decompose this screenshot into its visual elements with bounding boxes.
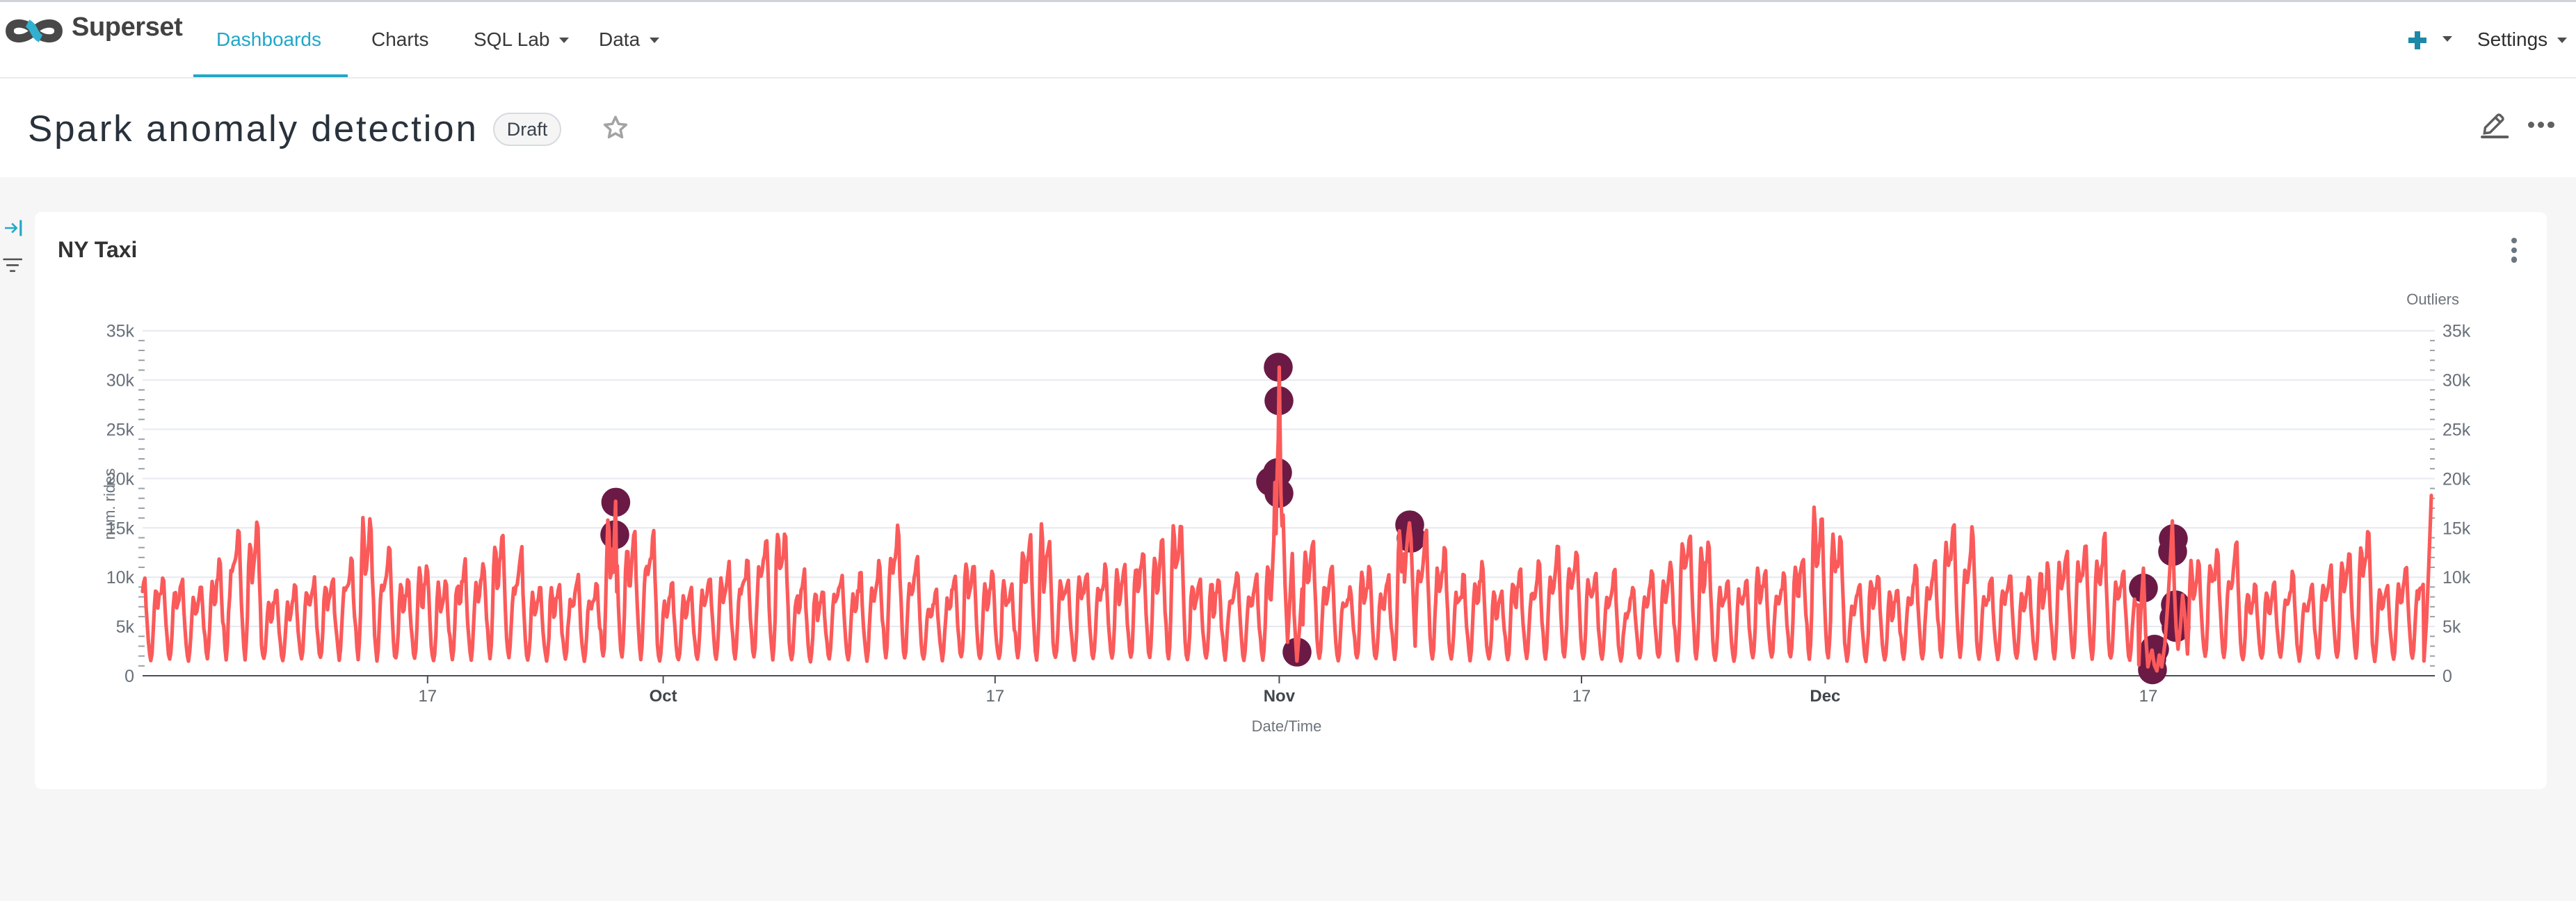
svg-text:10k: 10k xyxy=(2442,568,2471,587)
svg-text:Nov: Nov xyxy=(1264,687,1296,706)
svg-text:25k: 25k xyxy=(106,421,135,440)
svg-text:30k: 30k xyxy=(2442,371,2471,391)
svg-text:25k: 25k xyxy=(2442,421,2471,440)
svg-text:Dec: Dec xyxy=(1810,687,1840,706)
svg-text:15k: 15k xyxy=(2442,519,2471,538)
svg-text:35k: 35k xyxy=(106,322,135,341)
svg-text:17: 17 xyxy=(985,687,1004,706)
svg-text:15k: 15k xyxy=(106,519,135,538)
svg-text:num. rides: num. rides xyxy=(101,469,118,540)
svg-text:17: 17 xyxy=(418,687,437,706)
svg-text:30k: 30k xyxy=(106,371,135,391)
svg-text:Date/Time: Date/Time xyxy=(1252,717,1322,735)
svg-text:5k: 5k xyxy=(2442,617,2461,637)
svg-text:20k: 20k xyxy=(2442,469,2471,489)
svg-text:17: 17 xyxy=(2139,687,2158,706)
svg-text:17: 17 xyxy=(1572,687,1591,706)
svg-text:Outliers: Outliers xyxy=(2406,291,2459,308)
svg-text:10k: 10k xyxy=(106,568,135,587)
svg-text:20k: 20k xyxy=(106,469,135,489)
svg-text:5k: 5k xyxy=(116,617,135,637)
svg-text:0: 0 xyxy=(124,667,134,686)
svg-text:35k: 35k xyxy=(2442,322,2471,341)
svg-text:0: 0 xyxy=(2442,667,2452,686)
svg-text:Oct: Oct xyxy=(650,687,677,706)
